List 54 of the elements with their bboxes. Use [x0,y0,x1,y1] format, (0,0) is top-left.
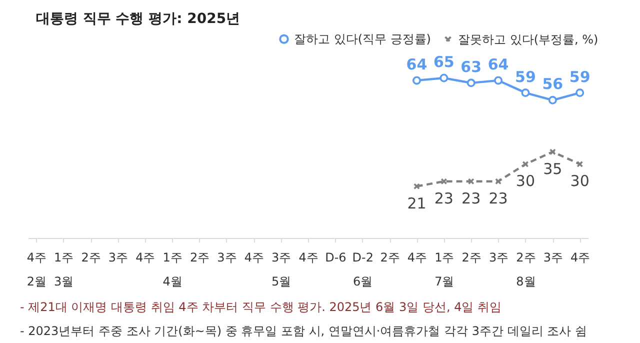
chart-title: 대통령 직무 수행 평가: 2025년 [36,11,240,27]
data-label: 64 [488,55,509,74]
data-label: 64 [406,55,428,74]
x-tick-label: 1주 4월 [162,250,182,288]
data-label: 65 [433,53,454,71]
point [522,160,529,168]
point [576,88,584,98]
point [440,74,448,82]
data-label: 21 [407,194,426,212]
point [495,178,502,185]
x-tick-label: 4주 2월 [26,250,46,288]
x-tick-label: 1주 7월 [434,250,454,288]
data-label: 23 [462,189,481,208]
x-tick-label: 2주 [380,250,400,264]
x-tick-label: 3주 [217,250,237,264]
x-tick-label: 4주 [136,250,156,264]
data-label: 59 [515,68,536,86]
point [440,178,448,185]
point [549,148,556,156]
point [412,76,421,85]
data-label: 56 [542,75,564,94]
data-label: 59 [569,68,590,86]
x-tick-label: 3주 5월 [271,250,292,288]
x-tick-label: 4주 [244,250,264,264]
point [521,88,530,98]
point [576,160,584,168]
data-label: 30 [570,172,590,190]
data-label: 30 [516,172,536,190]
data-label: 23 [488,189,508,208]
data-label: 35 [543,160,562,178]
x-tick-label: 1주 3월 [54,250,74,288]
point [494,76,503,85]
data-label: 23 [434,189,454,208]
x-tick-label: 2주 [190,250,210,264]
x-tick-label: 4주 [570,250,590,264]
x-tick-label: 2주 8월 [516,250,536,288]
x-tick-label: 3주 [108,250,128,264]
x-tick-label: D-6 [325,250,346,264]
text: - 2023년부터 주중 조사 기간(화~목) 중 휴무일 포함 시, 연말연시·여름휴가철 각각 3주간 데일리 조사 쉼 [20,324,587,338]
legend-label: 잘하고 있다(직무 긍정률) [294,32,431,46]
point [413,183,420,190]
x-tick-label: 2주 [81,250,101,264]
x-tick-label: 4주 [407,250,428,264]
legend-label: 잘못하고 있다(부정률, %) [458,32,598,47]
x-tick-label: 4주 [298,250,318,264]
x-tick-label: 2주 [462,250,482,264]
x-tick-label: D-2 6월 [352,250,374,288]
x-tick-label: 3주 [488,250,509,264]
point [548,96,557,104]
text: - 제21대 이재명 대통령 취임 4주 차부터 직무 수행 평가. 2025년 6월 3일 당선, 4일 취임 [20,300,502,314]
point [466,78,476,88]
data-label: 63 [460,58,482,76]
x-tick-label: 3주 [543,250,563,264]
point [468,178,474,185]
